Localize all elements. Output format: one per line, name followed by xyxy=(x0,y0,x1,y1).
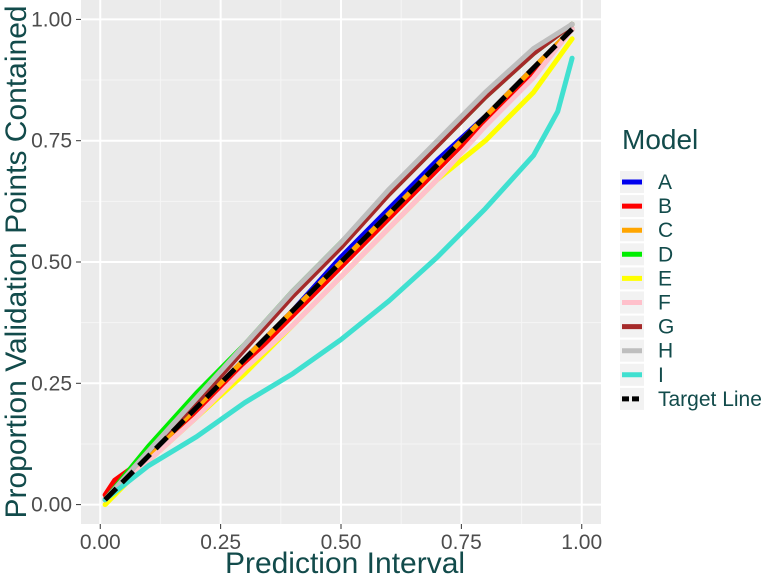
x-tick-label: 0.75 xyxy=(441,531,482,554)
legend-label: A xyxy=(658,171,672,194)
legend-label: C xyxy=(658,219,673,242)
legend-label: H xyxy=(658,340,673,363)
x-tick-label: 1.00 xyxy=(561,531,602,554)
y-tick-label: 0.75 xyxy=(31,130,72,153)
legend-label: Target Line xyxy=(658,388,762,411)
legend-title: Model xyxy=(622,124,698,155)
series-line-h xyxy=(102,21,575,503)
y-axis-title: Proportion Validation Points Contained xyxy=(0,5,33,518)
series-lines xyxy=(102,21,575,508)
y-tick-label: 0.50 xyxy=(31,251,72,274)
x-tick-label: 0.25 xyxy=(200,531,241,554)
x-axis-ticks: 0.00 0.25 0.50 0.75 1.00 xyxy=(80,524,602,554)
x-tick-label: 0.00 xyxy=(80,531,121,554)
series-line-target-line xyxy=(103,27,574,502)
series-line-f xyxy=(102,26,575,503)
y-tick-label: 0.25 xyxy=(31,372,72,395)
legend-label: G xyxy=(658,316,674,339)
y-tick-label: 1.00 xyxy=(31,8,72,31)
legend-label: E xyxy=(658,267,672,290)
x-axis-title: Prediction Interval xyxy=(225,547,465,577)
y-tick-label: 0.00 xyxy=(31,494,72,517)
legend-label: I xyxy=(658,364,664,387)
legend-label: F xyxy=(658,292,671,315)
series-line-i xyxy=(102,55,575,503)
legend-label: D xyxy=(658,243,673,266)
y-axis-ticks: 0.00 0.25 0.50 0.75 1.00 xyxy=(31,8,81,517)
x-tick-label: 0.50 xyxy=(321,531,362,554)
legend-label: B xyxy=(658,195,672,218)
